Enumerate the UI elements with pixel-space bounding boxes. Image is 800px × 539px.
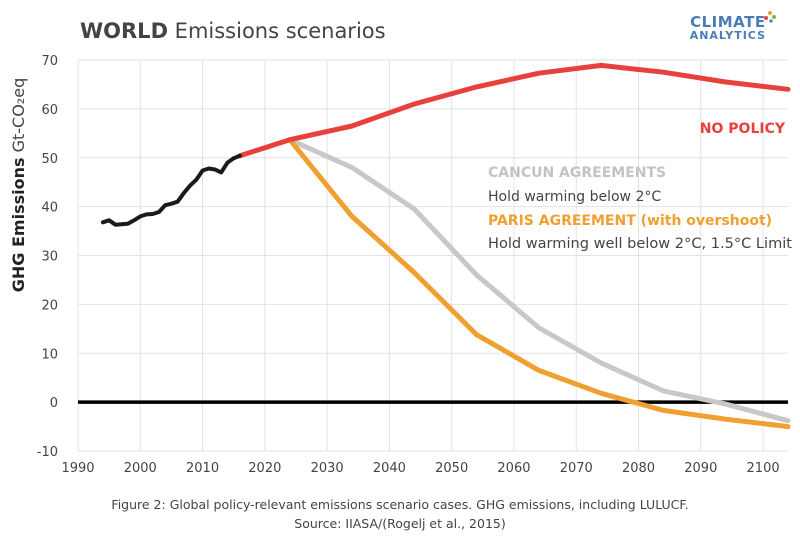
- logo-line2: ANALYTICS: [689, 29, 766, 42]
- y-tick-label: 20: [41, 298, 58, 313]
- logo-dots-icon: [764, 11, 776, 23]
- y-axis-label: GHG Emissions Gt-CO₂eq: [9, 78, 28, 292]
- cancun-label: CANCUN AGREEMENTS: [488, 165, 666, 181]
- y-axis-label-bold: GHG Emissions: [9, 157, 28, 292]
- y-tick-label: -10: [37, 445, 58, 460]
- chart-title-rest: Emissions scenarios: [168, 19, 386, 43]
- chart-title-bold: WORLD: [80, 19, 168, 43]
- y-tick-label: 50: [41, 152, 58, 167]
- x-tick-label: 2090: [684, 461, 717, 476]
- paris-description: Hold warming well below 2°C, 1.5°C Limit: [488, 236, 793, 252]
- x-tick-label: 2080: [622, 461, 655, 476]
- series-line-no-policy: [237, 62, 791, 159]
- cancun-description: Hold warming below 2°C: [488, 189, 661, 205]
- x-tick-label: 2100: [747, 461, 780, 476]
- x-tick-label: 2010: [186, 461, 219, 476]
- y-tick-label: 40: [41, 201, 58, 216]
- x-tick-label: 2000: [124, 461, 157, 476]
- y-tick-label: 70: [41, 54, 58, 69]
- series-line-paris: [287, 137, 791, 430]
- y-tick-label: 30: [41, 250, 58, 265]
- x-tick-label: 2020: [248, 461, 281, 476]
- chart-title: WORLD Emissions scenarios: [80, 19, 386, 43]
- grid: [77, 59, 788, 452]
- y-axis-ticks: -10 0 10 20 30 40 50 60 70: [37, 54, 58, 460]
- figure-caption: Figure 2: Global policy-relevant emissio…: [111, 497, 689, 512]
- no-policy-label: NO POLICY: [700, 121, 786, 137]
- x-tick-label: 1990: [61, 461, 94, 476]
- x-tick-label: 2050: [435, 461, 468, 476]
- x-tick-label: 2060: [497, 461, 530, 476]
- y-axis-label-unit: Gt-CO₂eq: [9, 78, 28, 158]
- x-tick-label: 2070: [560, 461, 593, 476]
- figure-source: Source: IIASA/(Rogelj et al., 2015): [294, 516, 506, 531]
- x-tick-label: 2030: [311, 461, 344, 476]
- x-tick-label: 2040: [373, 461, 406, 476]
- series-line-cancun: [287, 137, 791, 424]
- x-axis-ticks: 1990 2000 2010 2020 2030 2040 2050 2060 2070 2080…: [61, 461, 779, 476]
- y-tick-label: 10: [41, 347, 58, 362]
- series-line-historical: [100, 153, 242, 227]
- y-tick-label: 0: [50, 396, 58, 411]
- y-tick-label: 60: [41, 103, 58, 118]
- paris-label: PARIS AGREEMENT (with overshoot): [488, 213, 772, 229]
- series: [100, 62, 791, 430]
- logo-line1: CLIMATE: [690, 13, 766, 31]
- climate-analytics-logo: CLIMATE ANALYTICS: [689, 11, 776, 43]
